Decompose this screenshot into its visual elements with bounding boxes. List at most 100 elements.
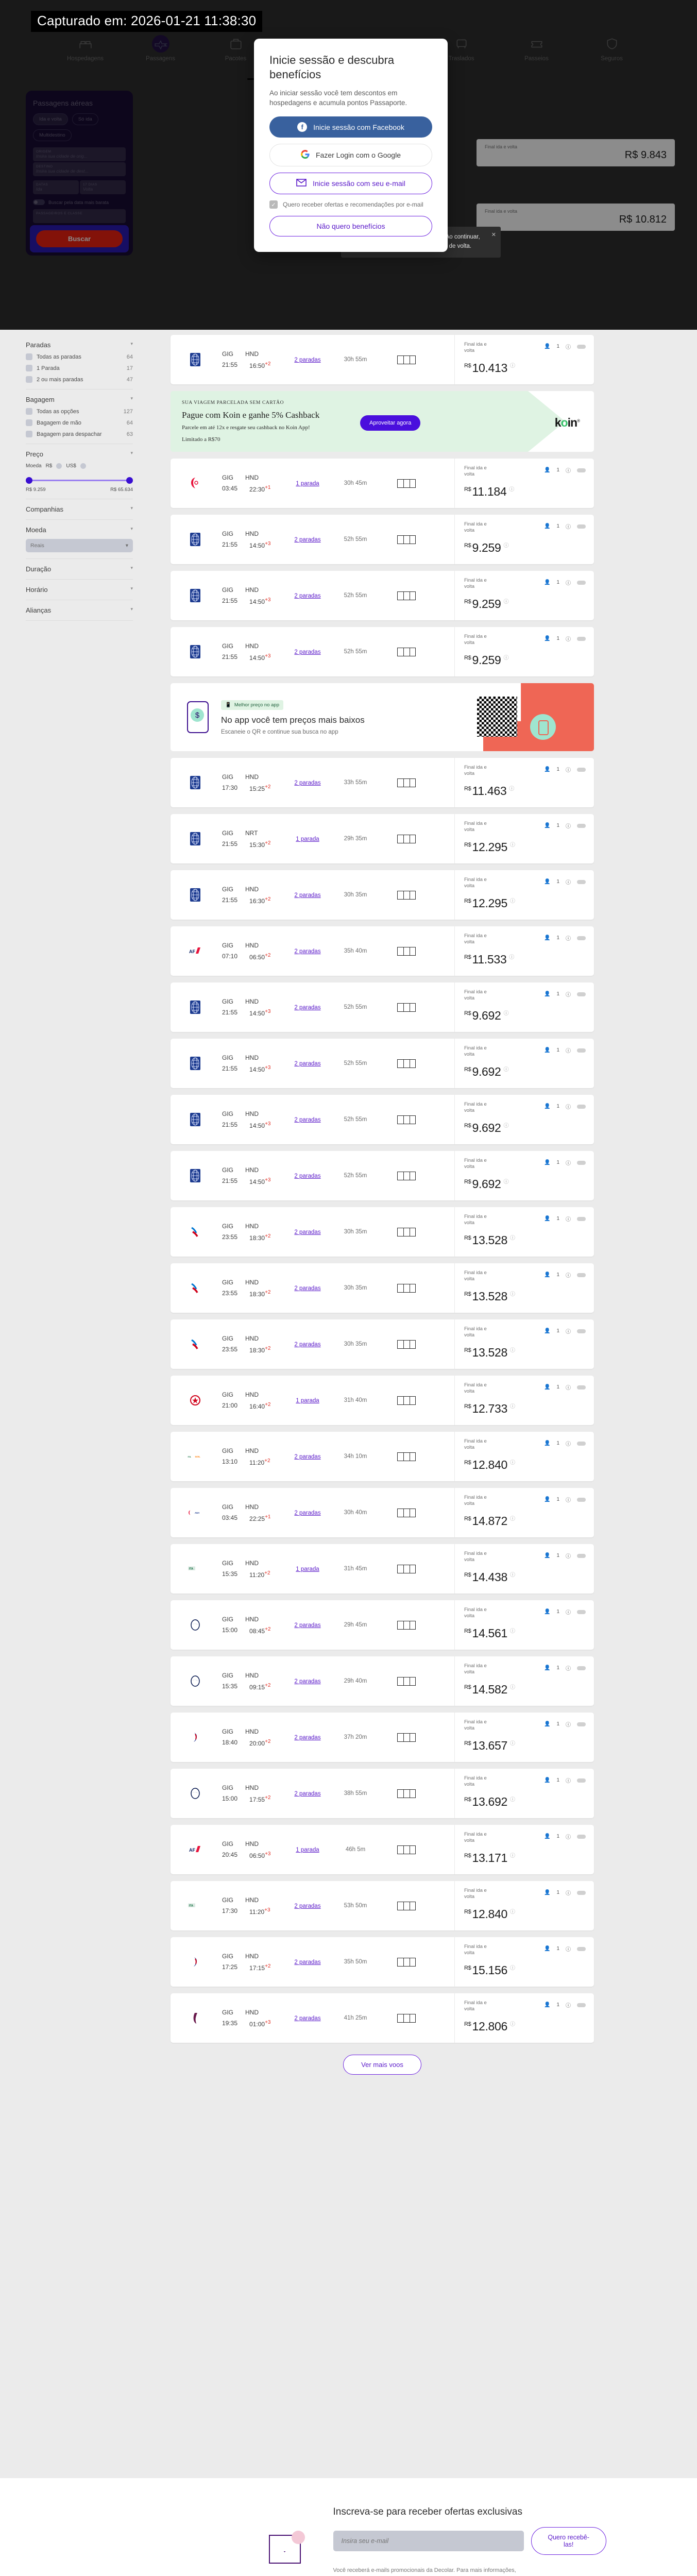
- nav-tab-hospedagens[interactable]: Hospedagens: [63, 35, 108, 62]
- app-download-banner[interactable]: $ 📱 Melhor preço no app No app você tem pre…: [171, 683, 594, 751]
- flight-result-card[interactable]: GIG HND 21:55 16:30+2 2 paradas 30h 35m Final …: [171, 870, 594, 920]
- price-range-slider[interactable]: [26, 475, 133, 486]
- depart-date-field[interactable]: DATAS Ida: [33, 180, 79, 194]
- newsletter-subscribe-button[interactable]: Quero recebê-las!: [531, 2527, 606, 2555]
- price-info-icon[interactable]: ⓘ: [510, 1235, 515, 1242]
- info-icon[interactable]: ⓘ: [566, 1048, 571, 1054]
- stops-link[interactable]: 1 parada: [296, 481, 319, 487]
- trip-type-multidestino[interactable]: Multidestino: [33, 129, 72, 141]
- chevron-down-icon[interactable]: ▾: [130, 526, 133, 531]
- info-icon[interactable]: ⓘ: [566, 1835, 571, 1840]
- stops-link[interactable]: 2 paradas: [294, 948, 321, 955]
- nav-tab-pacotes[interactable]: Pacotes: [213, 35, 259, 62]
- filter-option[interactable]: Todas as opções 127: [26, 408, 133, 415]
- info-icon[interactable]: ⓘ: [566, 1329, 571, 1335]
- checkbox-icon[interactable]: [26, 365, 32, 371]
- checkbox-icon[interactable]: [26, 376, 32, 383]
- price-info-icon[interactable]: ⓘ: [510, 2022, 515, 2028]
- filter-header[interactable]: Horário ▾: [26, 586, 133, 594]
- info-icon[interactable]: ⓘ: [566, 1666, 571, 1672]
- price-info-icon[interactable]: ⓘ: [510, 1629, 515, 1635]
- chevron-down-icon[interactable]: ▾: [130, 341, 133, 346]
- trip-type-só-ida[interactable]: Só ida: [72, 113, 98, 125]
- flight-result-card[interactable]: ITA GIG HND 15:35 11:20+2 1 parada 31h 45m Fina…: [171, 1544, 594, 1594]
- flight-result-card[interactable]: GIG HND 21:55 14:50+3 2 paradas 52h 55m Final …: [171, 627, 594, 676]
- radio-usd-icon[interactable]: [80, 463, 86, 469]
- info-icon[interactable]: ⓘ: [566, 1947, 571, 1953]
- checkbox-icon[interactable]: [26, 419, 32, 426]
- flight-result-card[interactable]: GIG HND 18:40 20:00+2 2 paradas 37h 20m Final …: [171, 1713, 594, 1762]
- info-icon[interactable]: ⓘ: [566, 345, 571, 350]
- facebook-login-button[interactable]: f Inicie sessão com Facebook: [269, 116, 432, 138]
- price-info-icon[interactable]: ⓘ: [510, 1685, 515, 1691]
- price-info-icon[interactable]: ⓘ: [510, 1853, 515, 1859]
- price-info-icon[interactable]: ⓘ: [509, 487, 515, 493]
- stops-link[interactable]: 2 paradas: [294, 2015, 321, 2022]
- info-icon[interactable]: ⓘ: [566, 1610, 571, 1616]
- price-info-icon[interactable]: ⓘ: [503, 1179, 509, 1185]
- price-info-icon[interactable]: ⓘ: [503, 1123, 509, 1129]
- stops-link[interactable]: 2 paradas: [294, 1229, 321, 1235]
- flight-result-card[interactable]: GIG HND 15:00 08:45+2 2 paradas 29h 45m Final …: [171, 1600, 594, 1650]
- flight-result-card[interactable]: GIG HND 03:45 22:30+1 1 parada 30h 45m Final i…: [171, 459, 594, 508]
- info-icon[interactable]: ⓘ: [566, 1217, 571, 1223]
- price-info-icon[interactable]: ⓘ: [503, 1011, 509, 1017]
- stops-link[interactable]: 2 paradas: [294, 593, 321, 599]
- price-info-icon[interactable]: ⓘ: [510, 842, 515, 849]
- flight-result-card[interactable]: AF GIG HND 20:45 06:50+3 1 parada 46h 5m Final …: [171, 1825, 594, 1874]
- price-info-icon[interactable]: ⓘ: [510, 1460, 515, 1466]
- stops-link[interactable]: 2 paradas: [294, 1510, 321, 1516]
- stops-link[interactable]: 2 paradas: [294, 1005, 321, 1011]
- checkbox-icon[interactable]: [26, 408, 32, 415]
- price-info-icon[interactable]: ⓘ: [503, 543, 509, 549]
- see-more-flights-button[interactable]: Ver mais voos: [343, 2055, 421, 2075]
- price-info-icon[interactable]: ⓘ: [510, 1741, 515, 1747]
- koin-promo-banner[interactable]: SUA VIAGEM PARCELADA SEM CARTÃO Pague com…: [171, 391, 594, 452]
- price-info-icon[interactable]: ⓘ: [510, 1292, 515, 1298]
- stops-link[interactable]: 1 parada: [296, 1847, 319, 1853]
- decline-benefits-button[interactable]: Não quero benefícios: [269, 216, 432, 237]
- filter-header[interactable]: Companhias ▾: [26, 505, 133, 513]
- price-info-icon[interactable]: ⓘ: [510, 1572, 515, 1579]
- destination-field[interactable]: DESTINO Insira sua cidade de dest...: [33, 162, 126, 176]
- flight-result-card[interactable]: GIG HND 21:00 16:40+2 1 parada 31h 40m Final i…: [171, 1376, 594, 1425]
- cheapest-date-toggle[interactable]: Buscar pela data mais barata: [33, 199, 126, 205]
- slider-handle-min[interactable]: [26, 477, 32, 484]
- checkbox-icon[interactable]: [26, 353, 32, 360]
- nav-tab-passagens[interactable]: Passagens: [138, 35, 183, 62]
- price-info-icon[interactable]: ⓘ: [509, 786, 515, 792]
- price-info-icon[interactable]: ⓘ: [510, 1965, 515, 1972]
- currency-select[interactable]: Reais ▾: [26, 539, 133, 552]
- price-info-icon[interactable]: ⓘ: [510, 1516, 515, 1522]
- marketing-optin-checkbox[interactable]: ✓ Quero receber ofertas e recomendações …: [269, 200, 432, 209]
- stops-link[interactable]: 2 paradas: [294, 1679, 321, 1685]
- chevron-down-icon[interactable]: ▾: [130, 586, 133, 591]
- info-icon[interactable]: ⓘ: [566, 1498, 571, 1503]
- nav-tab-traslados[interactable]: Traslados: [439, 35, 484, 62]
- info-icon[interactable]: ⓘ: [566, 936, 571, 942]
- chevron-down-icon[interactable]: ▾: [130, 396, 133, 401]
- stops-link[interactable]: 2 paradas: [294, 1735, 321, 1741]
- flight-result-card[interactable]: GIG HND 15:35 09:15+2 2 paradas 29h 40m Final …: [171, 1656, 594, 1706]
- flight-result-card[interactable]: AF GIG HND 07:10 06:50+2 2 paradas 35h 40m Fina…: [171, 926, 594, 976]
- stops-link[interactable]: 2 paradas: [294, 780, 321, 786]
- stops-link[interactable]: 2 paradas: [294, 1791, 321, 1797]
- info-icon[interactable]: ⓘ: [566, 2003, 571, 2009]
- stops-link[interactable]: 2 paradas: [294, 1117, 321, 1123]
- price-info-icon[interactable]: ⓘ: [509, 955, 515, 961]
- flight-result-card[interactable]: GIG HND 17:25 17:15+2 2 paradas 35h 50m Final …: [171, 1937, 594, 1987]
- stops-link[interactable]: 2 paradas: [294, 1285, 321, 1292]
- info-icon[interactable]: ⓘ: [566, 1161, 571, 1166]
- price-info-icon[interactable]: ⓘ: [510, 363, 515, 369]
- chevron-down-icon[interactable]: ▾: [130, 606, 133, 612]
- flight-result-card[interactable]: ITA GIG HND 17:30 11:20+3 2 paradas 53h 50m Fin…: [171, 1881, 594, 1930]
- stops-link[interactable]: 2 paradas: [294, 649, 321, 655]
- google-login-button[interactable]: Fazer Login com o Google: [269, 144, 432, 167]
- flight-result-card[interactable]: GIG HND 21:55 14:50+3 2 paradas 52h 55m Final …: [171, 1039, 594, 1088]
- stops-link[interactable]: 1 parada: [296, 836, 319, 842]
- info-icon[interactable]: ⓘ: [566, 1778, 571, 1784]
- flight-result-card[interactable]: ITA GOL GIG HND 13:10 11:20+2 2 paradas 34h 10m…: [171, 1432, 594, 1481]
- price-info-icon[interactable]: ⓘ: [503, 655, 509, 662]
- flight-result-card[interactable]: GIG HND 21:55 14:50+3 2 paradas 52h 55m Final …: [171, 515, 594, 564]
- nav-tab-passeios[interactable]: Passeios: [514, 35, 559, 62]
